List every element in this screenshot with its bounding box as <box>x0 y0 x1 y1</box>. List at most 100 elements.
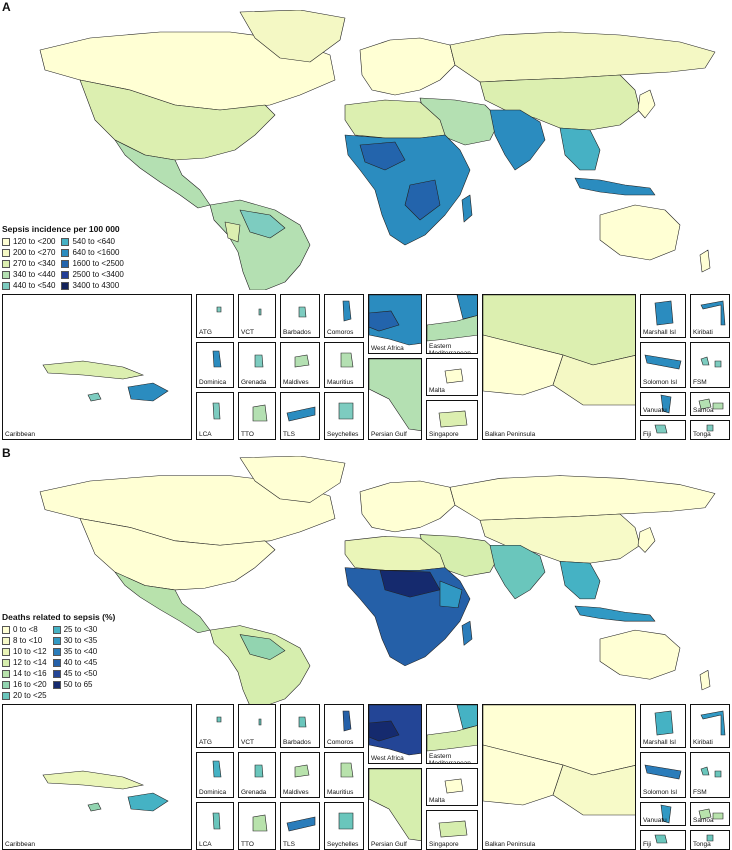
legend-swatch <box>61 248 70 257</box>
inset-malta: Malta <box>426 358 478 396</box>
inset-map-solomon <box>644 764 682 780</box>
inset-west-africa: West Africa <box>368 294 422 354</box>
inset-samoa: Samoa <box>690 392 730 416</box>
legend-item: 270 to <340 <box>2 258 55 269</box>
inset-label: Singapore <box>429 841 459 848</box>
inset-atg: ATG <box>196 704 234 748</box>
inset-malta: Malta <box>426 768 478 806</box>
legend-label: 3400 to 4300 <box>72 281 120 290</box>
inset-map-maldives <box>294 354 310 368</box>
inset-map-dominica <box>212 760 222 778</box>
legend-label: 50 to 65 <box>63 680 93 689</box>
inset-marshall: Marshall Isl <box>640 294 686 338</box>
inset-map-samoa <box>698 398 724 410</box>
inset-tls: TLS <box>280 392 320 440</box>
inset-map-eastern-med <box>427 705 477 752</box>
inset-vct: VCT <box>238 704 276 748</box>
inset-comoros: Comoros <box>324 704 364 748</box>
inset-map-fsm <box>700 356 722 368</box>
inset-mauritius: Mauritius <box>324 342 364 388</box>
legend-swatch <box>2 248 10 257</box>
inset-map-west-africa <box>369 295 421 346</box>
legend-item: 20 to <25 <box>2 690 47 701</box>
inset-tto: TTO <box>238 802 276 850</box>
inset-label: Caribbean <box>5 841 35 848</box>
inset-map-singapore <box>438 820 468 838</box>
legend-item: 14 to <16 <box>2 668 47 679</box>
legend-item: 540 to <640 <box>61 236 123 247</box>
inset-label: FSM <box>693 789 707 796</box>
inset-map-tls <box>286 816 316 832</box>
inset-map-balkan <box>483 705 635 816</box>
inset-vanuatu: Vanuatu <box>640 802 686 826</box>
inset-seychelles: Seychelles <box>324 392 364 440</box>
inset-tto: TTO <box>238 392 276 440</box>
inset-fsm: FSM <box>690 342 730 388</box>
inset-label: Seychelles <box>327 841 359 848</box>
inset-map-kiribati <box>700 710 726 736</box>
inset-map-atg <box>216 716 222 723</box>
legend-label: 2500 to <3400 <box>72 270 124 279</box>
inset-map-balkan <box>483 295 635 406</box>
inset-map-fiji <box>654 834 668 844</box>
legend-swatch <box>52 647 61 656</box>
legend-swatch <box>2 691 10 700</box>
inset-map-comoros <box>342 710 352 732</box>
legend-label: 640 to <1600 <box>72 248 120 257</box>
legend-label: 30 to <35 <box>63 636 98 645</box>
inset-map-grenada <box>254 354 264 368</box>
inset-map-fsm <box>700 766 722 778</box>
inset-singapore: Singapore <box>426 810 478 850</box>
legend-item: 40 to <45 <box>52 657 97 668</box>
legend-label: 0 to <8 <box>13 625 38 634</box>
legend-label: 45 to <50 <box>63 669 98 678</box>
panel-b-legend: Deaths related to sepsis (%) 0 to <8 8 to… <box>2 612 115 701</box>
inset-lca: LCA <box>196 802 234 850</box>
inset-map-seychelles <box>338 812 354 830</box>
inset-label: Fiji <box>643 841 652 848</box>
inset-map-mauritius <box>340 352 354 368</box>
inset-persian-gulf: Persian Gulf <box>368 768 422 850</box>
inset-grenada: Grenada <box>238 342 276 388</box>
inset-west-africa: West Africa <box>368 704 422 764</box>
legend-swatch <box>52 680 61 689</box>
legend-label: 10 to <12 <box>13 647 47 656</box>
inset-label: Marshall Isl <box>643 329 676 336</box>
inset-label: Barbados <box>283 739 311 746</box>
legend-item: 0 to <8 <box>2 624 47 635</box>
legend-item: 120 to <200 <box>2 236 55 247</box>
inset-map-barbados <box>298 716 307 728</box>
inset-map-tonga <box>706 424 714 432</box>
legend-swatch <box>2 270 10 279</box>
inset-label: Kiribati <box>693 329 713 336</box>
inset-caribbean: Caribbean <box>2 294 192 440</box>
inset-fiji: Fiji <box>640 830 686 850</box>
inset-label: VCT <box>241 739 254 746</box>
panel-a-legend: Sepsis incidence per 100 000 120 to <200… <box>2 224 124 291</box>
panel-a-world-map <box>39 10 716 290</box>
inset-map-atg <box>216 306 222 313</box>
legend-swatch <box>2 259 10 268</box>
inset-label: TLS <box>283 431 295 438</box>
legend-swatch <box>61 237 70 246</box>
inset-label: Barbados <box>283 329 311 336</box>
inset-map-marshall <box>654 710 674 736</box>
inset-label: Singapore <box>429 431 459 438</box>
panel-a-legend-title: Sepsis incidence per 100 000 <box>2 224 120 234</box>
inset-map-kiribati <box>700 300 726 326</box>
inset-label: TTO <box>241 431 254 438</box>
inset-label: Grenada <box>241 379 267 386</box>
inset-label: Dominica <box>199 789 227 796</box>
inset-label: Samoa <box>693 817 714 824</box>
legend-item: 440 to <540 <box>2 280 55 291</box>
inset-map-barbados <box>298 306 307 318</box>
inset-label: Eastern Mediterranean <box>429 343 471 354</box>
legend-label: 20 to <25 <box>13 691 47 700</box>
legend-swatch <box>52 625 61 634</box>
inset-map-vct <box>258 718 262 726</box>
legend-label: 440 to <540 <box>13 281 56 290</box>
inset-label: ATG <box>199 329 212 336</box>
inset-label: LCA <box>199 431 212 438</box>
inset-label: Vanuatu <box>643 817 667 824</box>
inset-fiji: Fiji <box>640 420 686 440</box>
